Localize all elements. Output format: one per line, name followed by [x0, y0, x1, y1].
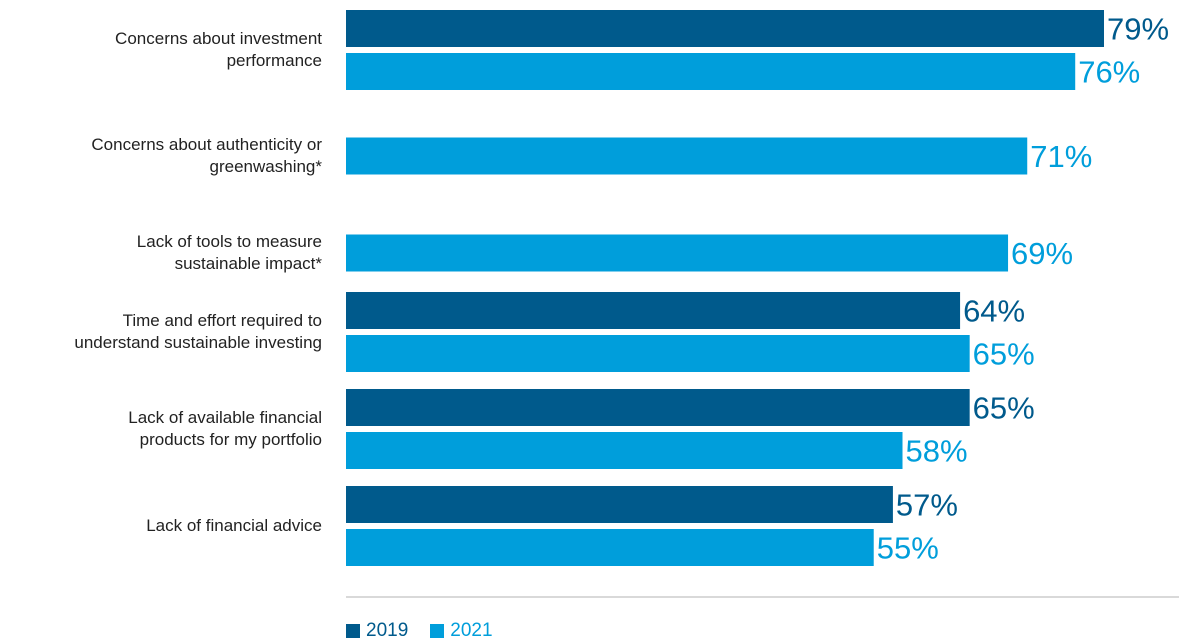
- category-label-line: sustainable impact*: [174, 254, 322, 273]
- category-label-line: greenwashing*: [209, 157, 322, 176]
- bar-2019-4: [346, 389, 970, 426]
- bar-2021-0: [346, 53, 1076, 90]
- category-label: Lack of available financial products for …: [0, 407, 322, 451]
- category-label: Lack of tools to measure sustainable impa…: [0, 231, 322, 275]
- legend-swatch-2021: [430, 623, 445, 638]
- bar-2021-1: [346, 137, 1028, 175]
- data-label-2021-2: 69%: [1011, 236, 1073, 271]
- legend-label-2019: 2019: [366, 619, 409, 641]
- category-label: Concerns about investment performance: [0, 28, 322, 72]
- bar-2021-3: [346, 335, 970, 372]
- category-label-line: understand sustainable investing: [74, 333, 322, 352]
- category-label-line: Lack of tools to measure: [136, 232, 322, 251]
- category-label-line: Lack of financial advice: [146, 516, 322, 535]
- category-label: Lack of financial advice: [0, 515, 322, 537]
- data-label-2019-4: 65%: [973, 391, 1035, 426]
- legend-item-2019: 2019: [346, 620, 408, 642]
- data-label-2021-0: 76%: [1078, 55, 1140, 90]
- category-label-line: performance: [226, 51, 322, 70]
- bar-2021-5: [346, 529, 874, 566]
- legend-swatch-2019: [346, 623, 360, 638]
- legend-item-2021: 2021: [430, 619, 493, 642]
- category-label-line: Concerns about authenticity or: [91, 135, 322, 154]
- category-label: Concerns about authenticity or greenwashi…: [0, 134, 322, 178]
- legend: 2019 2021: [346, 620, 493, 641]
- category-label: Time and effort required to understand su…: [0, 310, 322, 354]
- bar-2021-4: [346, 432, 903, 469]
- bar-2019-0: [346, 10, 1104, 47]
- bar-2019-3: [346, 292, 961, 329]
- category-label-line: products for my portfolio: [139, 430, 322, 449]
- legend-label-2021: 2021: [450, 619, 493, 641]
- category-label-line: Lack of available financial: [128, 408, 322, 427]
- data-label-2019-3: 64%: [963, 294, 1025, 329]
- data-label-2021-3: 65%: [973, 337, 1035, 372]
- bar-2019-5: [346, 486, 893, 523]
- data-label-2019-0: 79%: [1107, 12, 1169, 47]
- data-label-2021-4: 58%: [906, 434, 968, 469]
- data-label-2021-5: 55%: [877, 531, 939, 566]
- data-label-2019-5: 57%: [896, 488, 958, 523]
- bar-2021-2: [346, 234, 1009, 272]
- category-label-line: Time and effort required to: [122, 311, 322, 330]
- data-label-2021-1: 71%: [1030, 139, 1092, 174]
- category-label-line: Concerns about investment: [115, 29, 322, 48]
